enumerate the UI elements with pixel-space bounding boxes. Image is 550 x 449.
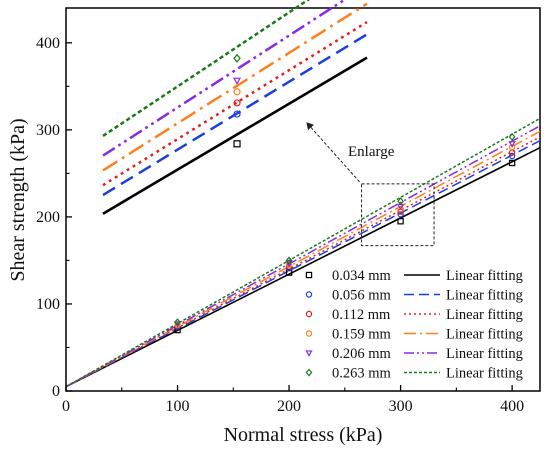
- data-point-5-1: [285, 256, 293, 265]
- legend-marker-3: [305, 330, 313, 337]
- inset-fit-line-3: [102, 2, 368, 172]
- fit-line-4: [66, 125, 540, 388]
- legend-series-label-0: 0.034 mm: [332, 268, 392, 284]
- data-point-0-1: [285, 269, 293, 276]
- plot-frame: [65, 7, 541, 392]
- legend-marker-1: [305, 291, 313, 298]
- inset-point-5: [233, 53, 241, 63]
- legend-fit-label-2: Linear fitting: [446, 307, 523, 323]
- inset-fit-line-5: [102, 0, 311, 137]
- x-tick-label-2: 200: [277, 398, 301, 415]
- legend-series-label-4: 0.206 mm: [332, 346, 392, 362]
- legend-series-label-5: 0.263 mm: [332, 366, 392, 382]
- inset-point-3: [233, 88, 241, 96]
- legend-marker-2: [305, 310, 313, 318]
- data-point-3-2: [397, 205, 404, 213]
- x-tick-label-1: 100: [166, 398, 190, 415]
- x-axis-label: Normal stress (kPa): [224, 424, 383, 446]
- fit-line-3: [66, 130, 540, 388]
- y-tick-label-0: 0: [52, 383, 60, 400]
- legend-marker-5: [305, 368, 313, 377]
- data-point-3-3: [508, 144, 516, 151]
- legend-marker-0: [305, 271, 313, 279]
- data-point-4-1: [285, 260, 293, 267]
- y-tick-label-3: 300: [36, 122, 60, 139]
- data-point-0-2: [397, 218, 404, 225]
- legend-fit-label-3: Linear fitting: [446, 327, 523, 343]
- legend-fit-label-0: Linear fitting: [446, 268, 523, 284]
- x-tick-label-0: 0: [62, 398, 70, 415]
- y-axis-label: Shear strength (kPa): [7, 118, 29, 281]
- zoom-box: [361, 183, 435, 247]
- data-point-1-3: [508, 152, 516, 160]
- inset-fit-line-2: [102, 20, 368, 187]
- x-tick-label-4: 400: [500, 398, 524, 415]
- data-point-4-3: [508, 141, 516, 148]
- legend-marker-4: [305, 350, 313, 357]
- data-point-3-1: [285, 261, 293, 268]
- inset-point-1: [233, 110, 241, 118]
- y-tick-label-2: 200: [36, 209, 60, 226]
- inset-fit-line-4: [102, 0, 347, 157]
- inset-point-4: [233, 77, 242, 85]
- y-tick-label-4: 400: [36, 35, 60, 52]
- legend-fit-label-1: Linear fitting: [446, 288, 523, 304]
- inset-fit-line-1: [102, 33, 368, 197]
- inset-point-0: [233, 140, 241, 148]
- fit-line-5: [66, 117, 540, 388]
- inset-fit-line-0: [102, 56, 368, 215]
- data-point-0-3: [508, 159, 516, 167]
- fit-line-2: [66, 136, 540, 388]
- legend-series-label-1: 0.056 mm: [332, 288, 392, 304]
- y-tick-label-1: 100: [36, 296, 60, 313]
- x-tick-label-3: 300: [389, 398, 413, 415]
- legend-series-label-3: 0.159 mm: [332, 327, 392, 343]
- legend-fit-label-5: Linear fitting: [446, 366, 523, 382]
- legend-series-label-2: 0.112 mm: [332, 307, 391, 323]
- data-point-5-2: [397, 197, 404, 206]
- legend-fit-label-4: Linear fitting: [446, 346, 523, 362]
- data-point-5-0: [174, 318, 181, 327]
- inset-point-2: [233, 99, 241, 107]
- fit-line-0: [66, 146, 540, 388]
- enlarge-label: Enlarge: [348, 144, 395, 160]
- data-point-5-3: [508, 132, 516, 141]
- enlarge-arrow: [306, 122, 360, 183]
